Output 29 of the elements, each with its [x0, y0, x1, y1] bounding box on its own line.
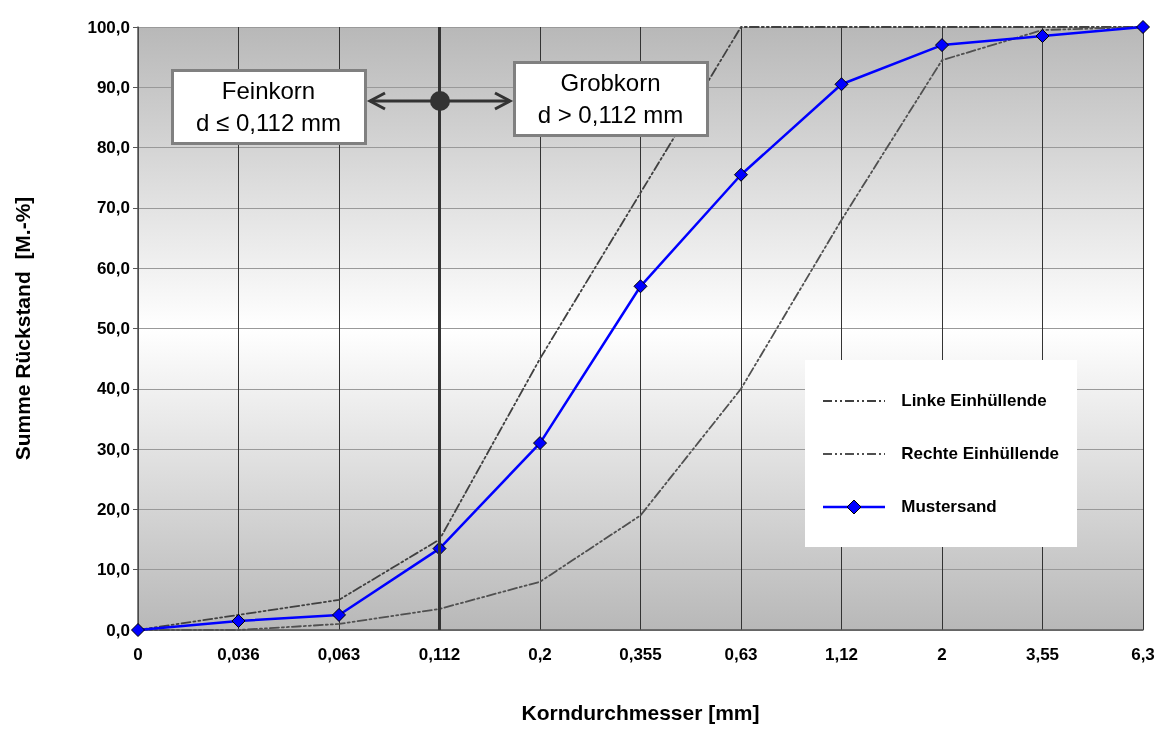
- x-tick-label: 0,355: [619, 645, 662, 664]
- y-tick-label: 80,0: [96, 138, 130, 158]
- x-axis-title: Korndurchmesser [mm]: [521, 701, 760, 724]
- x-tick-label: 0,063: [317, 645, 361, 664]
- x-tick-label: 0: [133, 645, 143, 664]
- annotation: Grobkorn d > 0,112 mm: [512, 61, 709, 138]
- legend-label: Linke Einhüllende: [901, 390, 1047, 411]
- y-axis-title: Summe Rückstand [M.-%]: [11, 196, 34, 461]
- y-tick-label: 90,0: [96, 77, 130, 97]
- x-tick-label: 3,55: [1025, 645, 1060, 664]
- legend-label: Rechte Einhüllende: [901, 443, 1059, 464]
- x-tick-label: 0,63: [724, 645, 758, 664]
- x-tick-label: 2: [937, 645, 947, 664]
- y-tick-label: 30,0: [96, 439, 130, 459]
- y-tick-label: 100,0: [87, 17, 130, 37]
- y-tick-label: 40,0: [96, 379, 130, 399]
- y-tick-label: 20,0: [96, 499, 130, 519]
- y-tick-label: 0,0: [106, 620, 130, 640]
- y-tick-label: 10,0: [96, 560, 130, 580]
- x-tick-label: 1,12: [824, 645, 859, 664]
- x-tick-label: 0,036: [217, 645, 260, 664]
- y-tick-label: 50,0: [96, 319, 130, 338]
- legend-label: Mustersand: [901, 496, 997, 517]
- y-tick-label: 70,0: [96, 198, 130, 218]
- x-tick-label: 0,112: [418, 645, 461, 664]
- y-tick-label: 60,0: [96, 258, 130, 278]
- annotation: Feinkorn d ≤ 0,112 mm: [170, 69, 367, 146]
- x-tick-label: 0,2: [528, 645, 552, 664]
- x-tick-label: 6,3: [1131, 645, 1155, 664]
